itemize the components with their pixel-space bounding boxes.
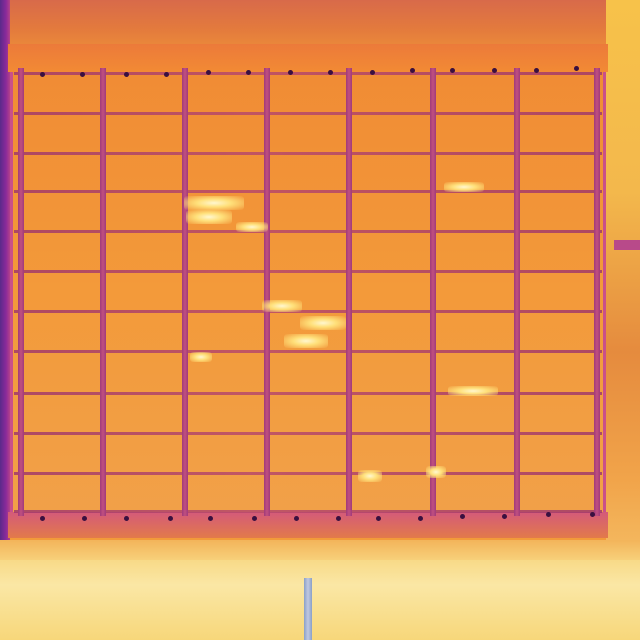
column-seam — [594, 68, 600, 516]
bolt — [546, 512, 551, 517]
hotspot — [284, 334, 328, 348]
bolt — [164, 72, 169, 77]
bolt — [450, 68, 455, 73]
cell-seam — [14, 350, 602, 353]
bolt — [328, 70, 333, 75]
column-seam — [182, 68, 188, 516]
mounting-pole — [304, 578, 312, 640]
column-seam — [346, 68, 352, 516]
bolt — [208, 516, 213, 521]
hotspot — [262, 300, 302, 312]
bolt — [294, 516, 299, 521]
bolt — [370, 70, 375, 75]
bolt — [590, 512, 595, 517]
bolt — [206, 70, 211, 75]
bolt — [168, 516, 173, 521]
hotspot — [358, 470, 382, 482]
panel-frame-top — [8, 44, 608, 72]
bolt — [246, 70, 251, 75]
bolt — [492, 68, 497, 73]
cell-seam — [14, 310, 602, 313]
cell-seam — [14, 72, 602, 75]
bolt — [336, 516, 341, 521]
panel-frame-bottom — [8, 512, 608, 538]
bolt — [40, 72, 45, 77]
hotspot — [190, 352, 212, 362]
bolt — [82, 516, 87, 521]
bolt — [124, 72, 129, 77]
bolt — [574, 66, 579, 71]
cell-seam — [14, 472, 602, 475]
hotspot — [444, 182, 484, 192]
bolt — [376, 516, 381, 521]
cell-seam — [14, 152, 602, 155]
solar-panel — [10, 46, 606, 538]
background-left-edge — [0, 0, 10, 560]
column-seam — [514, 68, 520, 516]
background-right-stripe — [614, 240, 640, 250]
bolt — [502, 514, 507, 519]
bolt — [80, 72, 85, 77]
background-bottom-band — [0, 540, 640, 560]
cell-seam — [14, 190, 602, 193]
background-top — [0, 0, 640, 48]
column-seam — [264, 68, 270, 516]
bolt — [252, 516, 257, 521]
bolt — [460, 514, 465, 519]
bolt — [410, 68, 415, 73]
column-seam — [100, 68, 106, 516]
cell-seam — [14, 392, 602, 395]
cell-seam — [14, 432, 602, 435]
hotspot — [236, 222, 268, 232]
bolt — [534, 68, 539, 73]
hotspot — [186, 210, 232, 224]
hotspot — [426, 466, 446, 478]
hotspot — [184, 196, 244, 210]
column-seam — [18, 68, 24, 516]
bolt — [418, 516, 423, 521]
hotspot — [448, 386, 498, 396]
column-seam — [430, 68, 436, 516]
cell-seam — [14, 230, 602, 233]
background-right — [606, 0, 640, 640]
cell-seam — [14, 112, 602, 115]
bolt — [288, 70, 293, 75]
cell-seam — [14, 270, 602, 273]
bolt — [124, 516, 129, 521]
cell-seam — [14, 510, 602, 513]
bolt — [40, 516, 45, 521]
hotspot — [300, 316, 346, 330]
